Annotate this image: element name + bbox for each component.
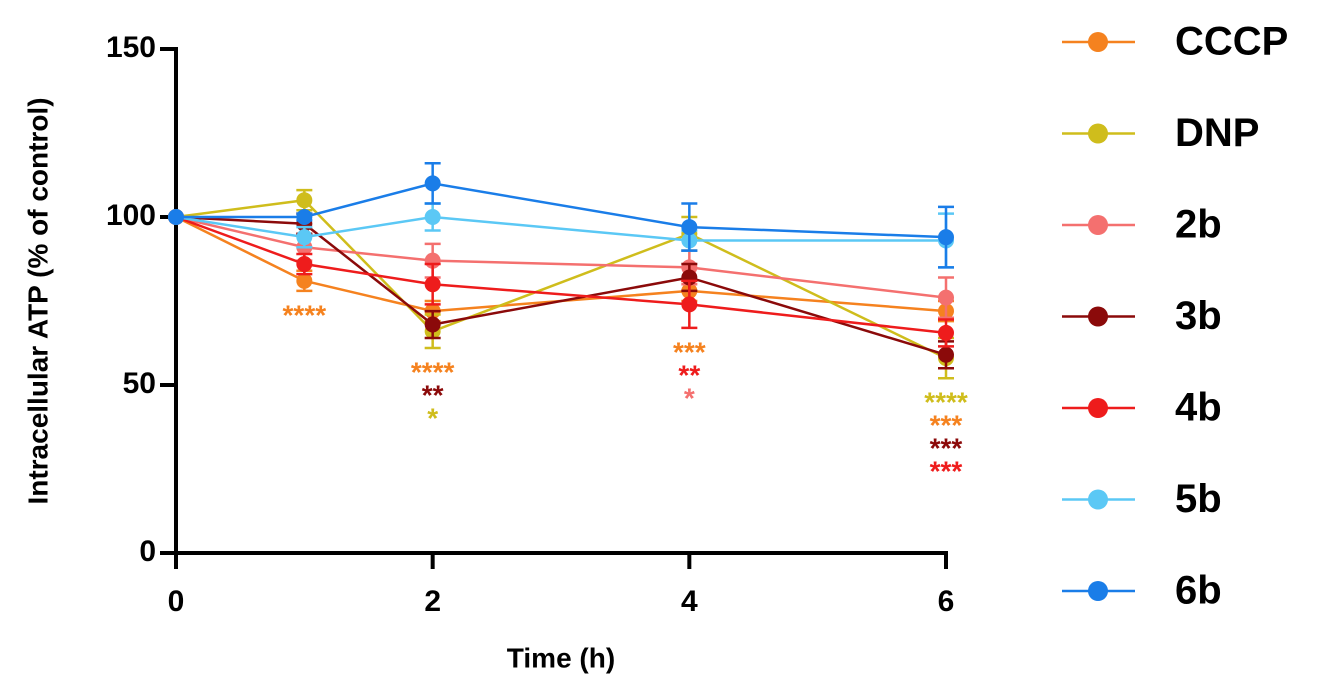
legend-label: 6b xyxy=(1175,569,1222,613)
x-tick-label: 2 xyxy=(424,585,441,618)
data-point xyxy=(938,324,954,341)
data-point xyxy=(424,175,441,192)
data-point xyxy=(681,296,698,313)
legend-label: 2b xyxy=(1175,203,1222,247)
data-point xyxy=(938,229,954,246)
legend-marker xyxy=(1088,215,1108,235)
data-point xyxy=(938,289,954,306)
significance-label: **** xyxy=(411,356,455,387)
legend-label: DNP xyxy=(1175,111,1259,155)
significance-label: *** xyxy=(673,336,706,367)
y-tick-label: 0 xyxy=(139,535,156,568)
significance-label: ** xyxy=(422,379,444,410)
x-tick-label: 4 xyxy=(681,585,698,618)
significance-label: * xyxy=(427,402,438,433)
data-point xyxy=(424,276,441,293)
data-point xyxy=(296,209,313,225)
data-point xyxy=(424,209,441,225)
legend-marker xyxy=(1088,123,1108,144)
significance-label: * xyxy=(684,382,695,413)
significance-label: *** xyxy=(930,456,963,487)
significance-label: *** xyxy=(930,410,963,441)
series-line xyxy=(175,215,946,242)
y-axis-title: Intracellular ATP (% of control) xyxy=(22,97,53,504)
legend-marker xyxy=(1088,398,1108,418)
y-tick-label: 100 xyxy=(106,199,156,232)
legend-label: 5b xyxy=(1175,477,1222,521)
series-line xyxy=(175,215,947,356)
legend-label: 3b xyxy=(1175,294,1222,338)
data-point xyxy=(296,256,313,273)
data-point xyxy=(168,209,184,225)
x-tick-label: 6 xyxy=(938,585,955,618)
significance-label: **** xyxy=(283,299,327,330)
data-point xyxy=(424,316,441,333)
legend-label: CCCP xyxy=(1175,20,1288,64)
significance-label: *** xyxy=(930,433,963,464)
legend-marker xyxy=(1088,489,1108,510)
data-point xyxy=(938,346,954,363)
x-tick-label: 0 xyxy=(168,585,185,618)
data-point xyxy=(296,272,313,289)
y-tick-label: 50 xyxy=(123,367,156,400)
legend-marker xyxy=(1088,581,1108,601)
legend-label: 4b xyxy=(1175,386,1222,430)
legend-marker xyxy=(1088,32,1108,52)
data-point xyxy=(296,229,313,246)
legend-marker xyxy=(1088,306,1108,327)
data-point xyxy=(296,192,313,209)
significance-label: ** xyxy=(678,359,700,390)
y-tick-label: 150 xyxy=(106,31,156,64)
data-point xyxy=(681,219,698,236)
significance-label: **** xyxy=(924,387,968,418)
x-axis-title: Time (h) xyxy=(507,642,615,673)
